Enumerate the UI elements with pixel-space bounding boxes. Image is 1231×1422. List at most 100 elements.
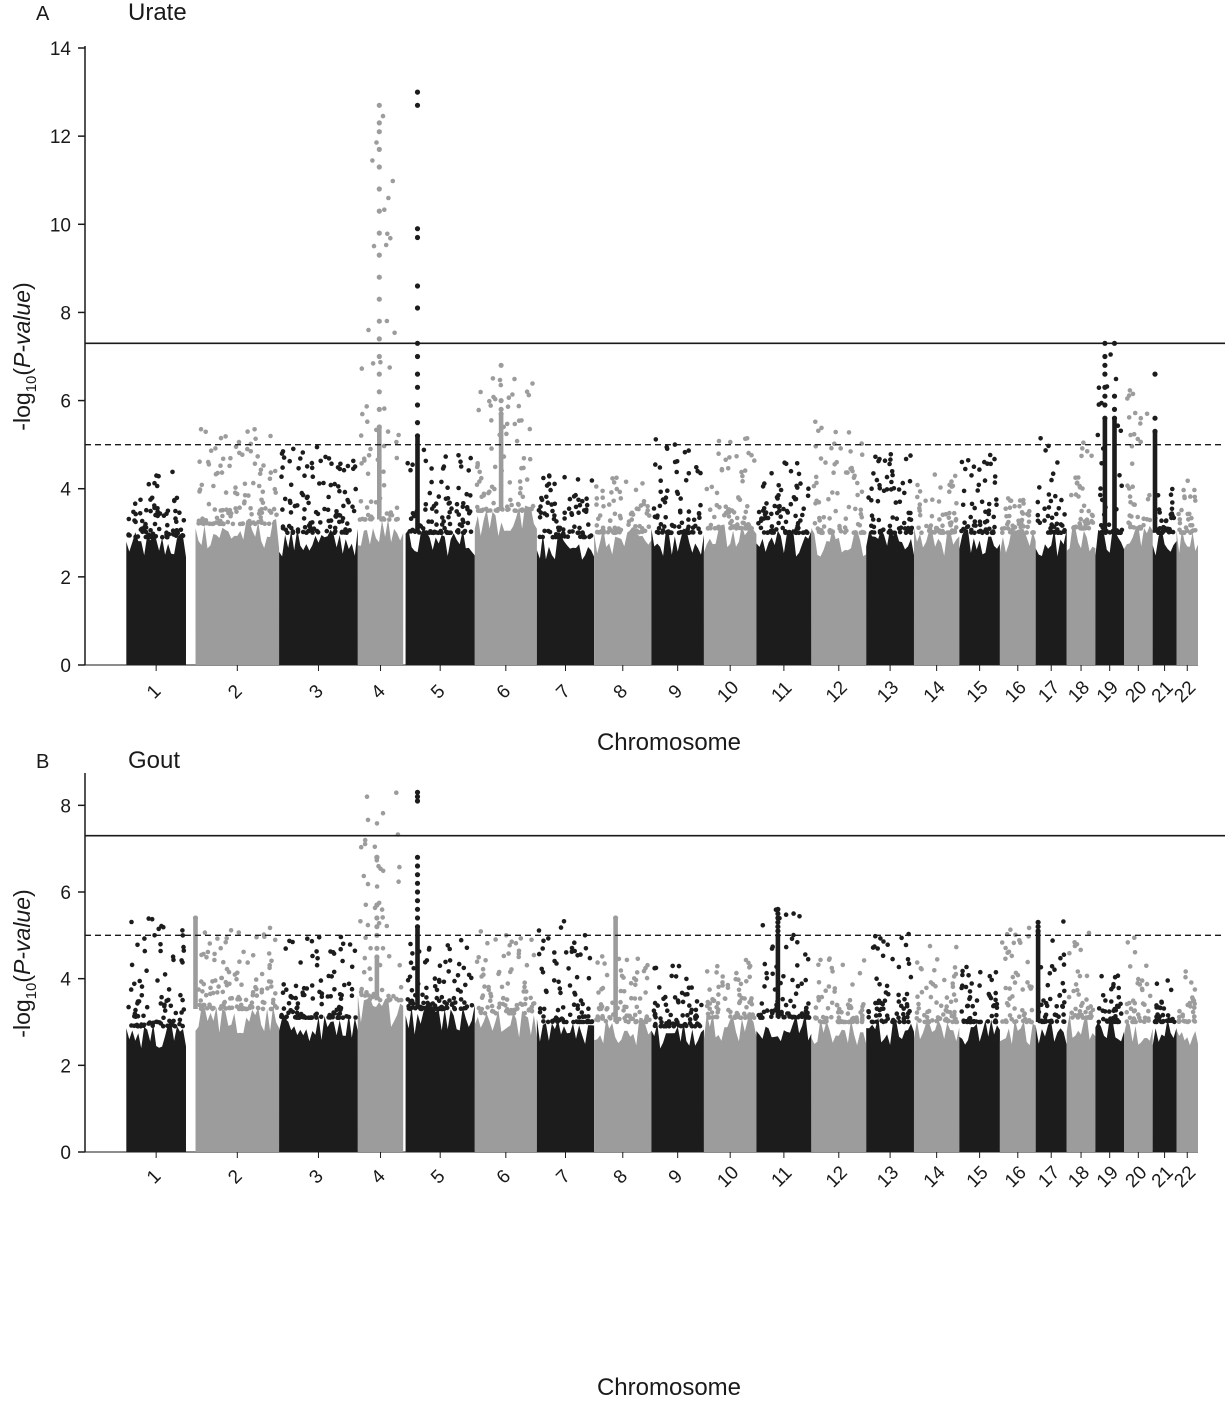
snp-point bbox=[133, 1007, 138, 1013]
snp-point bbox=[600, 488, 605, 494]
snp-point bbox=[133, 519, 138, 525]
snp-point bbox=[764, 970, 769, 976]
snp-point bbox=[598, 1002, 604, 1007]
snp-point bbox=[1124, 1009, 1129, 1015]
snp-point bbox=[781, 506, 786, 512]
snp-point bbox=[1072, 1013, 1078, 1018]
peak-point bbox=[414, 234, 421, 241]
snp-point bbox=[208, 448, 214, 454]
snp-point bbox=[1099, 973, 1104, 979]
snp-point bbox=[1083, 1015, 1089, 1020]
snp-point bbox=[458, 459, 463, 465]
snp-point bbox=[509, 502, 514, 508]
snp-point bbox=[362, 837, 368, 843]
snp-point bbox=[386, 993, 391, 999]
peak-point bbox=[376, 336, 382, 342]
snp-point bbox=[676, 963, 682, 969]
chromosome-17-density bbox=[1035, 1021, 1067, 1152]
snp-point bbox=[492, 396, 498, 402]
snp-point bbox=[1190, 1009, 1196, 1015]
snp-point bbox=[906, 961, 912, 966]
snp-point bbox=[1043, 448, 1048, 453]
snp-point bbox=[1061, 952, 1067, 957]
snp-point bbox=[689, 1023, 695, 1029]
snp-point bbox=[984, 530, 990, 536]
peak-point bbox=[376, 406, 382, 412]
snp-point bbox=[982, 459, 987, 465]
snp-point bbox=[383, 242, 389, 248]
snp-point bbox=[890, 472, 895, 478]
snp-point bbox=[594, 496, 600, 501]
snp-point bbox=[168, 1003, 174, 1009]
snp-point bbox=[440, 515, 445, 520]
snp-point bbox=[1071, 988, 1076, 994]
snp-point bbox=[1000, 530, 1005, 535]
snp-point bbox=[158, 948, 163, 954]
snp-point bbox=[126, 533, 131, 538]
snp-point bbox=[652, 1013, 658, 1018]
snp-point bbox=[952, 965, 958, 970]
peak-point bbox=[1035, 924, 1041, 930]
snp-point bbox=[1139, 986, 1145, 992]
snp-point bbox=[907, 478, 913, 484]
snp-point bbox=[446, 501, 452, 506]
snp-point bbox=[1066, 994, 1072, 1000]
snp-point bbox=[1138, 415, 1144, 421]
snp-point bbox=[818, 957, 823, 963]
snp-point bbox=[687, 1003, 692, 1008]
snp-point bbox=[408, 467, 413, 473]
snp-point bbox=[712, 526, 718, 531]
snp-point bbox=[340, 958, 345, 964]
snp-point bbox=[740, 473, 745, 479]
snp-point bbox=[341, 503, 346, 509]
snp-point bbox=[482, 1011, 488, 1016]
snp-point bbox=[686, 448, 691, 453]
snp-point bbox=[587, 955, 593, 961]
snp-point bbox=[1117, 473, 1122, 478]
snp-point bbox=[143, 525, 149, 530]
chromosome-4-density bbox=[357, 995, 404, 1152]
chromosome-6-density bbox=[474, 1010, 537, 1152]
snp-point bbox=[686, 517, 691, 522]
snp-point bbox=[212, 957, 217, 963]
snp-point bbox=[558, 990, 563, 996]
snp-point bbox=[379, 987, 385, 993]
snp-point bbox=[180, 928, 185, 933]
snp-point bbox=[444, 530, 450, 536]
peak-point bbox=[414, 863, 421, 869]
chromosome-19-density bbox=[1095, 1018, 1125, 1152]
snp-point bbox=[489, 446, 494, 451]
snp-point bbox=[1079, 508, 1084, 514]
snp-point bbox=[1058, 955, 1063, 961]
snp-point bbox=[778, 514, 783, 519]
snp-point bbox=[933, 527, 939, 532]
snp-point bbox=[552, 958, 557, 964]
snp-point bbox=[1084, 449, 1090, 454]
chromosome-2-density bbox=[195, 519, 280, 665]
snp-point bbox=[783, 530, 788, 536]
snp-point bbox=[1077, 1009, 1083, 1014]
snp-point bbox=[1126, 486, 1132, 491]
snp-point bbox=[858, 1010, 863, 1015]
snp-point bbox=[164, 998, 169, 1004]
snp-point bbox=[605, 529, 611, 535]
snp-point bbox=[641, 501, 646, 507]
snp-point bbox=[284, 1014, 290, 1019]
snp-point bbox=[228, 455, 233, 461]
snp-point bbox=[492, 464, 498, 470]
snp-point bbox=[734, 515, 740, 521]
snp-point bbox=[552, 481, 557, 487]
snp-point bbox=[1159, 999, 1164, 1005]
snp-point bbox=[359, 992, 364, 998]
snp-point bbox=[697, 530, 703, 535]
snp-point bbox=[814, 480, 819, 486]
snp-point bbox=[919, 530, 924, 535]
snp-point bbox=[1074, 481, 1080, 486]
snp-point bbox=[804, 1012, 810, 1018]
snp-point bbox=[152, 933, 157, 938]
snp-point bbox=[714, 490, 720, 496]
snp-point bbox=[835, 1010, 841, 1015]
snp-point bbox=[676, 524, 682, 529]
snp-point bbox=[962, 520, 967, 525]
snp-point bbox=[233, 485, 238, 490]
